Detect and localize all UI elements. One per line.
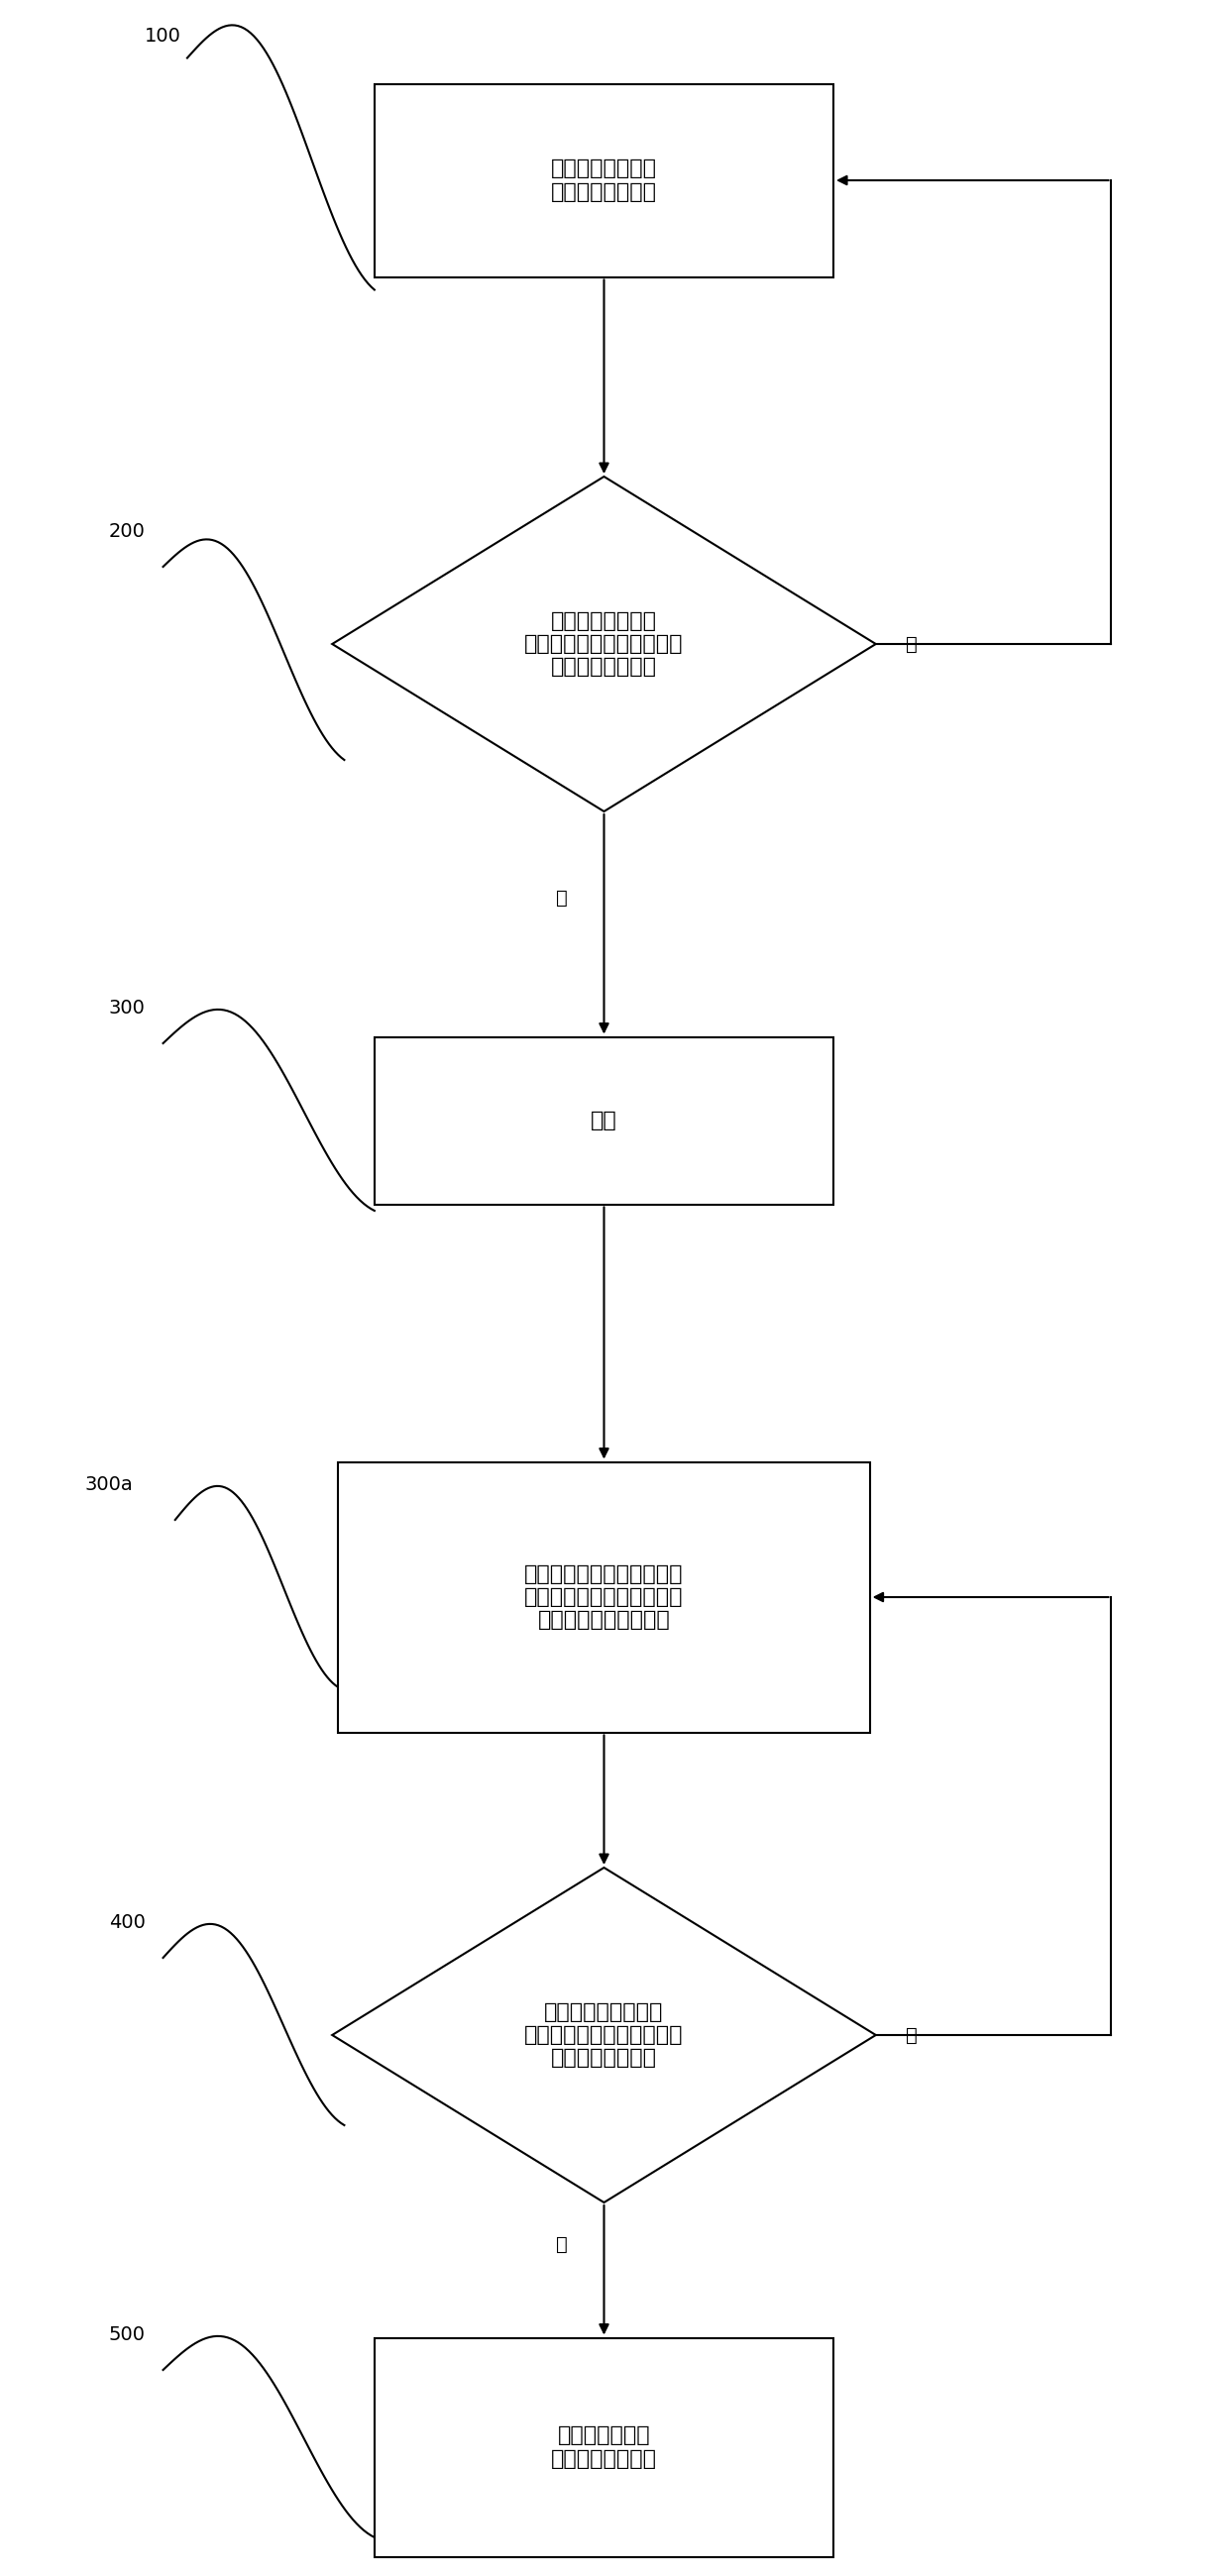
Text: 300: 300 — [109, 999, 145, 1018]
Text: 是: 是 — [556, 889, 568, 907]
Text: 100: 100 — [145, 26, 181, 44]
FancyBboxPatch shape — [374, 1038, 834, 1206]
FancyBboxPatch shape — [374, 2339, 834, 2555]
Text: 400: 400 — [109, 1914, 145, 1932]
Text: 500: 500 — [109, 2326, 145, 2344]
FancyBboxPatch shape — [338, 1463, 870, 1731]
Polygon shape — [332, 477, 876, 811]
Text: 否: 否 — [906, 2025, 918, 2045]
Polygon shape — [332, 1868, 876, 2202]
FancyBboxPatch shape — [374, 82, 834, 278]
Text: 300a: 300a — [85, 1476, 133, 1494]
Text: 200: 200 — [109, 523, 145, 541]
Text: 继续监测钻井过程中
钻井参数的变化，判断钻井
是否进入超压储层: 继续监测钻井过程中 钻井参数的变化，判断钻井 是否进入超压储层 — [524, 2002, 684, 2069]
Text: 钻井系统采用过平
衡的钻井方式工作: 钻井系统采用过平 衡的钻井方式工作 — [551, 160, 657, 201]
Text: 是: 是 — [556, 2236, 568, 2254]
Text: 调整井筒泥浆密度至井筒泥
浆压力系数等于当前时刻的
等效地层孔隙压力系数: 调整井筒泥浆密度至井筒泥 浆压力系数等于当前时刻的 等效地层孔隙压力系数 — [524, 1564, 684, 1631]
Text: 钻井进入超压储
层，结束预警监测: 钻井进入超压储 层，结束预警监测 — [551, 2427, 657, 2468]
Text: 否: 否 — [906, 634, 918, 654]
Text: 报警: 报警 — [591, 1110, 617, 1131]
Text: 监测钻井过程中钻
井参数的变化，判断钻井是
否进入超压封隔层: 监测钻井过程中钻 井参数的变化，判断钻井是 否进入超压封隔层 — [524, 611, 684, 677]
